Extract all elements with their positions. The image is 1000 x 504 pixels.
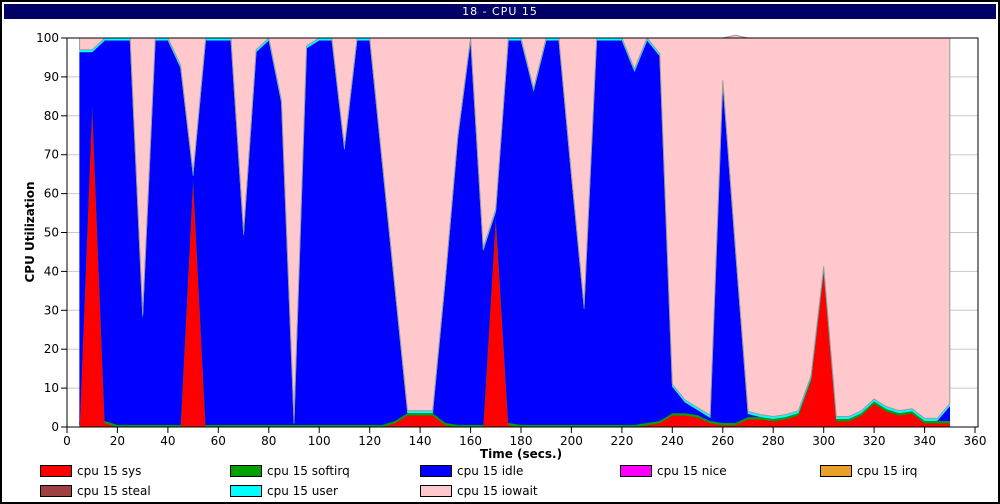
- y-tick-label: 80: [44, 109, 59, 123]
- x-tick-label: 140: [409, 434, 432, 448]
- x-tick-label: 340: [913, 434, 936, 448]
- y-tick-label: 10: [44, 381, 59, 395]
- title-bar: 18 - CPU 15: [4, 4, 996, 19]
- x-tick-label: 360: [964, 434, 987, 448]
- y-tick-label: 70: [44, 148, 59, 162]
- legend-label: cpu 15 iowait: [457, 484, 538, 498]
- chart-title: 18 - CPU 15: [462, 5, 538, 18]
- legend-label: cpu 15 nice: [657, 464, 727, 478]
- y-tick-label: 50: [44, 226, 59, 240]
- legend-label: cpu 15 user: [267, 484, 338, 498]
- plot-border: [66, 37, 979, 428]
- x-tick-label: 320: [863, 434, 886, 448]
- x-tick-label: 240: [661, 434, 684, 448]
- x-axis-title: Time (secs.): [479, 447, 563, 461]
- softirq-swatch: [230, 465, 262, 477]
- legend-item-softirq: cpu 15 softirq: [230, 464, 350, 478]
- x-tick-label: 60: [211, 434, 226, 448]
- y-axis-title: CPU Utilization: [23, 181, 37, 283]
- x-tick-label: 300: [812, 434, 835, 448]
- x-tick-label: 160: [459, 434, 482, 448]
- y-tick-label: 30: [44, 303, 59, 317]
- legend-label: cpu 15 sys: [77, 464, 142, 478]
- legend-item-nice: cpu 15 nice: [620, 464, 727, 478]
- irq-swatch: [820, 465, 852, 477]
- legend-item-iowait: cpu 15 iowait: [420, 484, 538, 498]
- y-tick-label: 90: [44, 70, 59, 84]
- legend-label: cpu 15 irq: [857, 464, 918, 478]
- user-swatch: [230, 485, 262, 497]
- x-tick-label: 20: [110, 434, 125, 448]
- x-tick-label: 120: [358, 434, 381, 448]
- x-tick-label: 200: [560, 434, 583, 448]
- x-tick-label: 0: [63, 434, 71, 448]
- x-tick-label: 180: [510, 434, 533, 448]
- legend-label: cpu 15 softirq: [267, 464, 350, 478]
- x-tick-label: 40: [160, 434, 175, 448]
- y-tick-label: 40: [44, 264, 59, 278]
- y-tick-label: 0: [51, 420, 59, 434]
- iowait-swatch: [420, 485, 452, 497]
- legend-item-sys: cpu 15 sys: [40, 464, 142, 478]
- x-tick-label: 280: [762, 434, 785, 448]
- idle-swatch: [420, 465, 452, 477]
- legend-item-user: cpu 15 user: [230, 484, 338, 498]
- y-tick-label: 60: [44, 187, 59, 201]
- x-tick-label: 100: [308, 434, 331, 448]
- legend-item-irq: cpu 15 irq: [820, 464, 918, 478]
- legend-label: cpu 15 idle: [457, 464, 524, 478]
- nice-swatch: [620, 465, 652, 477]
- x-tick-label: 220: [610, 434, 633, 448]
- legend-item-idle: cpu 15 idle: [420, 464, 524, 478]
- steal-swatch: [40, 485, 72, 497]
- x-tick-label: 80: [261, 434, 276, 448]
- sys-swatch: [40, 465, 72, 477]
- y-tick-label: 20: [44, 342, 59, 356]
- legend-item-steal: cpu 15 steal: [40, 484, 151, 498]
- legend-label: cpu 15 steal: [77, 484, 151, 498]
- x-tick-label: 260: [711, 434, 734, 448]
- y-tick-label: 100: [36, 31, 59, 45]
